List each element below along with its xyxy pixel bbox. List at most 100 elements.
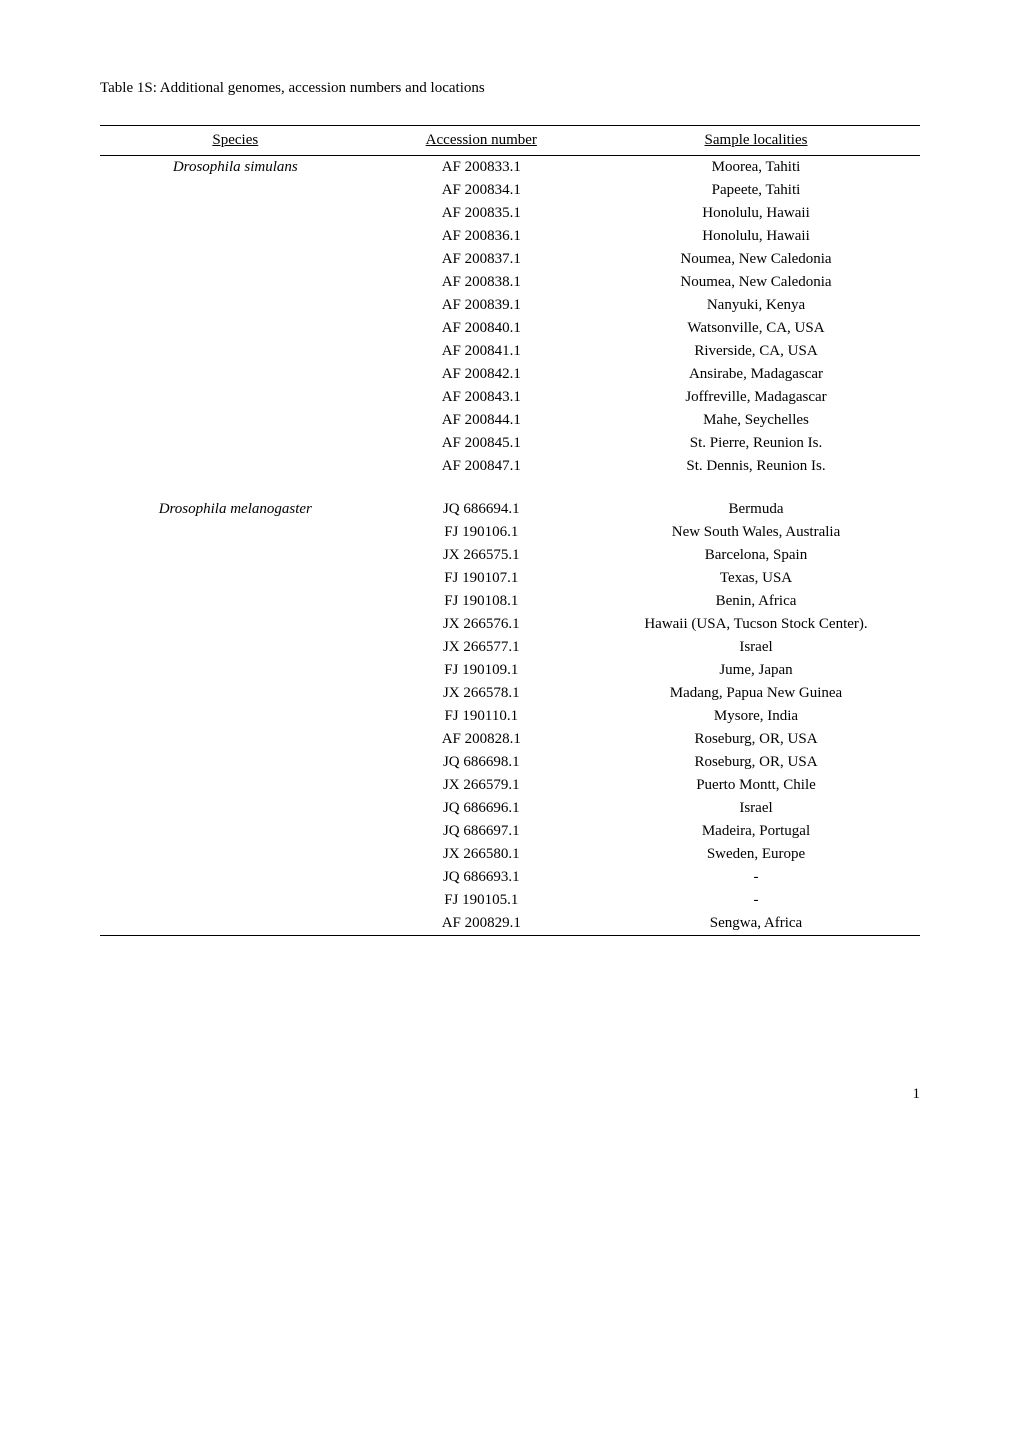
cell-accession: JX 266575.1	[371, 544, 592, 567]
cell-species	[100, 751, 371, 774]
table-row: FJ 190108.1Benin, Africa	[100, 590, 920, 613]
cell-species	[100, 179, 371, 202]
cell-species	[100, 705, 371, 728]
cell-locality: Noumea, New Caledonia	[592, 248, 920, 271]
table-row: FJ 190107.1Texas, USA	[100, 567, 920, 590]
cell-species	[100, 728, 371, 751]
cell-species	[100, 889, 371, 912]
cell-accession: JQ 686698.1	[371, 751, 592, 774]
cell-accession: AF 200839.1	[371, 294, 592, 317]
cell-species	[100, 294, 371, 317]
table-row: FJ 190105.1-	[100, 889, 920, 912]
cell-locality: Roseburg, OR, USA	[592, 751, 920, 774]
cell-locality: Barcelona, Spain	[592, 544, 920, 567]
cell-species	[100, 567, 371, 590]
cell-locality: Bermuda	[592, 498, 920, 521]
table-row: JX 266576.1Hawaii (USA, Tucson Stock Cen…	[100, 613, 920, 636]
table-row: JX 266580.1Sweden, Europe	[100, 843, 920, 866]
table-body: Drosophila simulansAF 200833.1Moorea, Ta…	[100, 156, 920, 936]
cell-species	[100, 202, 371, 225]
cell-accession: AF 200838.1	[371, 271, 592, 294]
cell-locality: Watsonville, CA, USA	[592, 317, 920, 340]
cell-accession: AF 200842.1	[371, 363, 592, 386]
cell-species	[100, 225, 371, 248]
cell-locality: Mahe, Seychelles	[592, 409, 920, 432]
cell-locality: Hawaii (USA, Tucson Stock Center).	[592, 613, 920, 636]
cell-locality: Ansirabe, Madagascar	[592, 363, 920, 386]
group-spacer	[100, 478, 920, 498]
cell-accession: AF 200834.1	[371, 179, 592, 202]
cell-locality: Madeira, Portugal	[592, 820, 920, 843]
cell-species	[100, 797, 371, 820]
cell-species	[100, 843, 371, 866]
cell-accession: JX 266576.1	[371, 613, 592, 636]
table-row: AF 200837.1Noumea, New Caledonia	[100, 248, 920, 271]
cell-species	[100, 659, 371, 682]
table-row: AF 200829.1Sengwa, Africa	[100, 912, 920, 936]
cell-locality: Joffreville, Madagascar	[592, 386, 920, 409]
cell-species	[100, 271, 371, 294]
cell-accession: FJ 190105.1	[371, 889, 592, 912]
cell-locality: Israel	[592, 797, 920, 820]
table-row: AF 200843.1Joffreville, Madagascar	[100, 386, 920, 409]
genomes-table: Species Accession number Sample localiti…	[100, 125, 920, 936]
cell-locality: Sengwa, Africa	[592, 912, 920, 936]
cell-species	[100, 544, 371, 567]
header-species: Species	[100, 126, 371, 156]
cell-species	[100, 363, 371, 386]
cell-locality: Riverside, CA, USA	[592, 340, 920, 363]
table-row: AF 200840.1Watsonville, CA, USA	[100, 317, 920, 340]
cell-species	[100, 432, 371, 455]
table-row: AF 200835.1Honolulu, Hawaii	[100, 202, 920, 225]
cell-species	[100, 774, 371, 797]
cell-accession: JQ 686693.1	[371, 866, 592, 889]
table-row: FJ 190109.1Jume, Japan	[100, 659, 920, 682]
cell-locality: Moorea, Tahiti	[592, 156, 920, 180]
cell-locality: Noumea, New Caledonia	[592, 271, 920, 294]
cell-species	[100, 636, 371, 659]
table-row: JQ 686693.1-	[100, 866, 920, 889]
table-row: FJ 190106.1New South Wales, Australia	[100, 521, 920, 544]
header-localities: Sample localities	[592, 126, 920, 156]
cell-accession: JX 266578.1	[371, 682, 592, 705]
cell-accession: FJ 190106.1	[371, 521, 592, 544]
cell-accession: AF 200841.1	[371, 340, 592, 363]
cell-locality: St. Pierre, Reunion Is.	[592, 432, 920, 455]
table-row: JQ 686696.1Israel	[100, 797, 920, 820]
cell-locality: Honolulu, Hawaii	[592, 225, 920, 248]
table-row: JX 266575.1Barcelona, Spain	[100, 544, 920, 567]
cell-species	[100, 521, 371, 544]
cell-accession: AF 200833.1	[371, 156, 592, 180]
cell-locality: Sweden, Europe	[592, 843, 920, 866]
cell-species	[100, 409, 371, 432]
cell-accession: AF 200829.1	[371, 912, 592, 936]
cell-species: Drosophila melanogaster	[100, 498, 371, 521]
cell-locality: Mysore, India	[592, 705, 920, 728]
cell-locality: Texas, USA	[592, 567, 920, 590]
table-header-row: Species Accession number Sample localiti…	[100, 126, 920, 156]
cell-accession: AF 200835.1	[371, 202, 592, 225]
cell-accession: AF 200837.1	[371, 248, 592, 271]
cell-species	[100, 866, 371, 889]
table-row: JX 266577.1Israel	[100, 636, 920, 659]
cell-locality: Roseburg, OR, USA	[592, 728, 920, 751]
cell-accession: AF 200845.1	[371, 432, 592, 455]
cell-species	[100, 613, 371, 636]
cell-accession: JQ 686697.1	[371, 820, 592, 843]
cell-locality: Nanyuki, Kenya	[592, 294, 920, 317]
cell-locality: -	[592, 866, 920, 889]
cell-accession: AF 200836.1	[371, 225, 592, 248]
cell-species	[100, 340, 371, 363]
cell-accession: JX 266580.1	[371, 843, 592, 866]
table-row: AF 200845.1St. Pierre, Reunion Is.	[100, 432, 920, 455]
table-row: JX 266579.1Puerto Montt, Chile	[100, 774, 920, 797]
cell-species	[100, 820, 371, 843]
table-row: AF 200842.1Ansirabe, Madagascar	[100, 363, 920, 386]
page-number: 1	[100, 1086, 920, 1103]
table-row: AF 200836.1Honolulu, Hawaii	[100, 225, 920, 248]
cell-accession: AF 200840.1	[371, 317, 592, 340]
table-row: JX 266578.1Madang, Papua New Guinea	[100, 682, 920, 705]
table-row: AF 200844.1Mahe, Seychelles	[100, 409, 920, 432]
table-row: JQ 686698.1Roseburg, OR, USA	[100, 751, 920, 774]
cell-accession: AF 200828.1	[371, 728, 592, 751]
